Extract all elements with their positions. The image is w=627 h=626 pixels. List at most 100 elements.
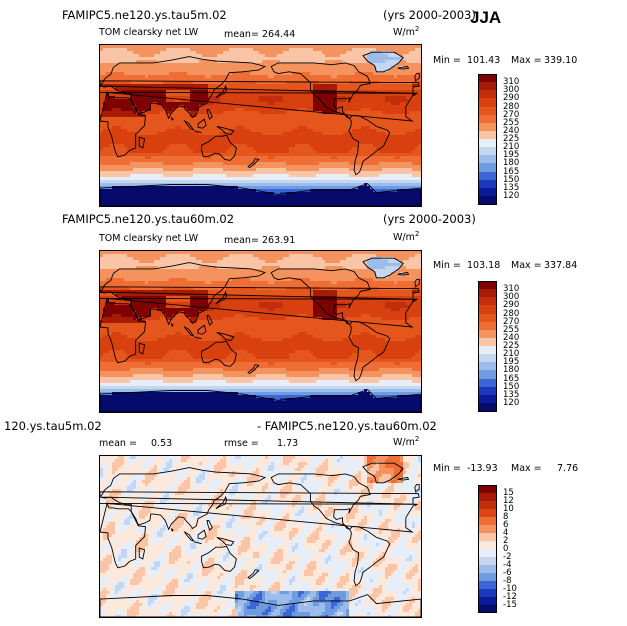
field-cell: [286, 45, 290, 49]
field-cell: [319, 90, 323, 94]
field-cell: [412, 150, 416, 154]
field-cell: [322, 168, 326, 172]
field-cell: [118, 147, 122, 151]
field-cell: [310, 57, 314, 61]
field-cell: [166, 147, 170, 151]
field-cell: [361, 156, 365, 160]
field-cell: [340, 144, 344, 148]
field-cell: [364, 63, 368, 67]
field-cell: [391, 180, 395, 184]
field-cell: [124, 84, 128, 88]
field-cell: [400, 57, 404, 61]
field-cell: [253, 144, 257, 148]
field-cell: [238, 162, 242, 166]
field-cell: [367, 54, 371, 58]
field-cell: [409, 171, 413, 175]
field-cell: [130, 87, 134, 91]
field-cell: [232, 96, 236, 100]
field-cell: [316, 159, 320, 163]
field-cell: [235, 96, 239, 100]
field-cell: [406, 48, 410, 52]
field-cell: [334, 150, 338, 154]
field-cell: [274, 60, 278, 64]
field-cell: [145, 135, 149, 139]
field-cell: [190, 180, 194, 184]
field-cell: [418, 57, 421, 61]
field-cell: [298, 135, 302, 139]
field-cell: [151, 153, 155, 157]
field-cell: [196, 117, 200, 121]
field-cell: [334, 102, 338, 106]
field-cell: [349, 144, 353, 148]
field-cell: [364, 120, 368, 124]
field-cell: [124, 72, 128, 76]
field-cell: [196, 45, 200, 49]
field-cell: [115, 99, 119, 103]
field-cell: [376, 159, 380, 163]
field-cell: [400, 132, 404, 136]
field-cell: [199, 51, 203, 55]
field-cell: [259, 153, 263, 157]
field-cell: [406, 171, 410, 175]
field-cell: [169, 87, 173, 91]
field-cell: [148, 117, 152, 121]
field-cell: [136, 159, 140, 163]
field-cell: [388, 135, 392, 139]
field-cell: [187, 81, 191, 85]
field-cell: [205, 147, 209, 151]
field-cell: [370, 120, 374, 124]
field-cell: [187, 156, 191, 160]
field-cell: [106, 138, 110, 142]
field-cell: [160, 84, 164, 88]
field-cell: [415, 153, 419, 157]
field-cell: [382, 51, 386, 55]
field-cell: [109, 81, 113, 85]
field-cell: [118, 153, 122, 157]
field-cell: [256, 144, 260, 148]
field-cell: [100, 183, 104, 187]
field-cell: [121, 117, 125, 121]
field-cell: [172, 117, 176, 121]
field-cell: [232, 114, 236, 118]
field-cell: [409, 168, 413, 172]
field-cell: [151, 81, 155, 85]
field-cell: [217, 63, 221, 67]
field-cell: [313, 90, 317, 94]
field-cell: [169, 78, 173, 82]
field-cell: [319, 45, 323, 49]
field-cell: [175, 150, 179, 154]
field-cell: [331, 135, 335, 139]
field-cell: [100, 90, 104, 94]
field-cell: [403, 45, 407, 49]
field-cell: [277, 153, 281, 157]
field-cell: [349, 45, 353, 49]
field-cell: [157, 165, 161, 169]
field-cell: [286, 102, 290, 106]
field-cell: [346, 66, 350, 70]
field-cell: [175, 63, 179, 67]
field-cell: [355, 141, 359, 145]
field-cell: [250, 105, 254, 109]
field-cell: [313, 66, 317, 70]
field-cell: [253, 48, 257, 52]
field-cell: [235, 156, 239, 160]
field-cell: [367, 72, 371, 76]
field-cell: [322, 81, 326, 85]
field-cell: [265, 132, 269, 136]
field-cell: [373, 162, 377, 166]
field-cell: [106, 48, 110, 52]
field-cell: [184, 90, 188, 94]
field-cell: [313, 69, 317, 73]
field-cell: [229, 123, 233, 127]
field-cell: [166, 171, 170, 175]
field-cell: [166, 132, 170, 136]
field-cell: [331, 138, 335, 142]
field-cell: [205, 120, 209, 124]
field-cell: [208, 108, 212, 112]
field-cell: [361, 174, 365, 178]
field-cell: [265, 129, 269, 133]
field-cell: [193, 66, 197, 70]
field-cell: [361, 126, 365, 130]
field-cell: [145, 171, 149, 175]
field-cell: [253, 177, 257, 181]
